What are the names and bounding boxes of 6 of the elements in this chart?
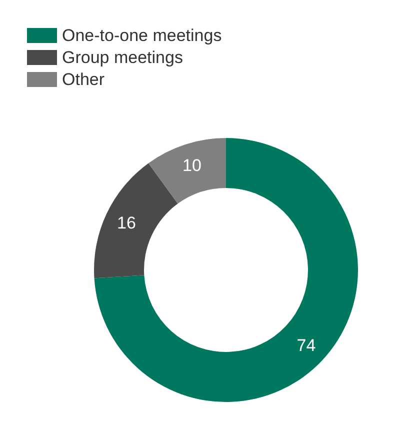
legend-label: One-to-one meetings <box>62 26 222 45</box>
legend-label: Group meetings <box>62 48 183 67</box>
legend-label: Other <box>62 70 105 89</box>
data-label: 74 <box>296 336 316 355</box>
data-label: 16 <box>117 214 136 233</box>
data-label: 10 <box>182 156 202 175</box>
